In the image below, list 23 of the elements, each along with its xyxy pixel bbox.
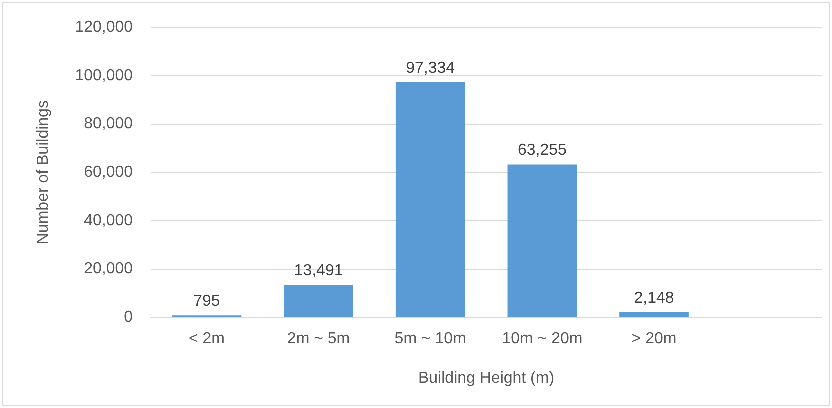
bar (284, 284, 354, 318)
bar (508, 164, 578, 318)
data-label: 2,148 (634, 290, 674, 307)
x-axis-title: Building Height (m) (418, 370, 555, 387)
data-label: 97,334 (406, 60, 456, 77)
x-tick-label: 5m ~ 10m (394, 330, 466, 348)
y-tick-label: 80,000 (84, 116, 134, 133)
data-label: 795 (194, 293, 220, 310)
bar (396, 82, 466, 318)
x-tick-label: 10m ~ 20m (502, 330, 583, 348)
y-axis-title: Number of Buildings (35, 100, 52, 245)
x-tick-label: > 20m (632, 330, 677, 348)
data-label: 13,491 (294, 262, 344, 280)
y-tick-label: 120,000 (75, 19, 134, 36)
y-tick-label: 60,000 (84, 164, 134, 182)
y-tick-label: 0 (124, 309, 134, 326)
x-tick-label: 2m ~ 5m (287, 330, 350, 348)
data-label: 63,255 (518, 142, 567, 160)
bar (620, 312, 689, 318)
y-tick-label: 100,000 (75, 67, 134, 84)
x-tick-label: < 2m (188, 330, 225, 348)
y-tick-label: 40,000 (84, 212, 134, 230)
y-tick-label: 20,000 (84, 260, 134, 278)
